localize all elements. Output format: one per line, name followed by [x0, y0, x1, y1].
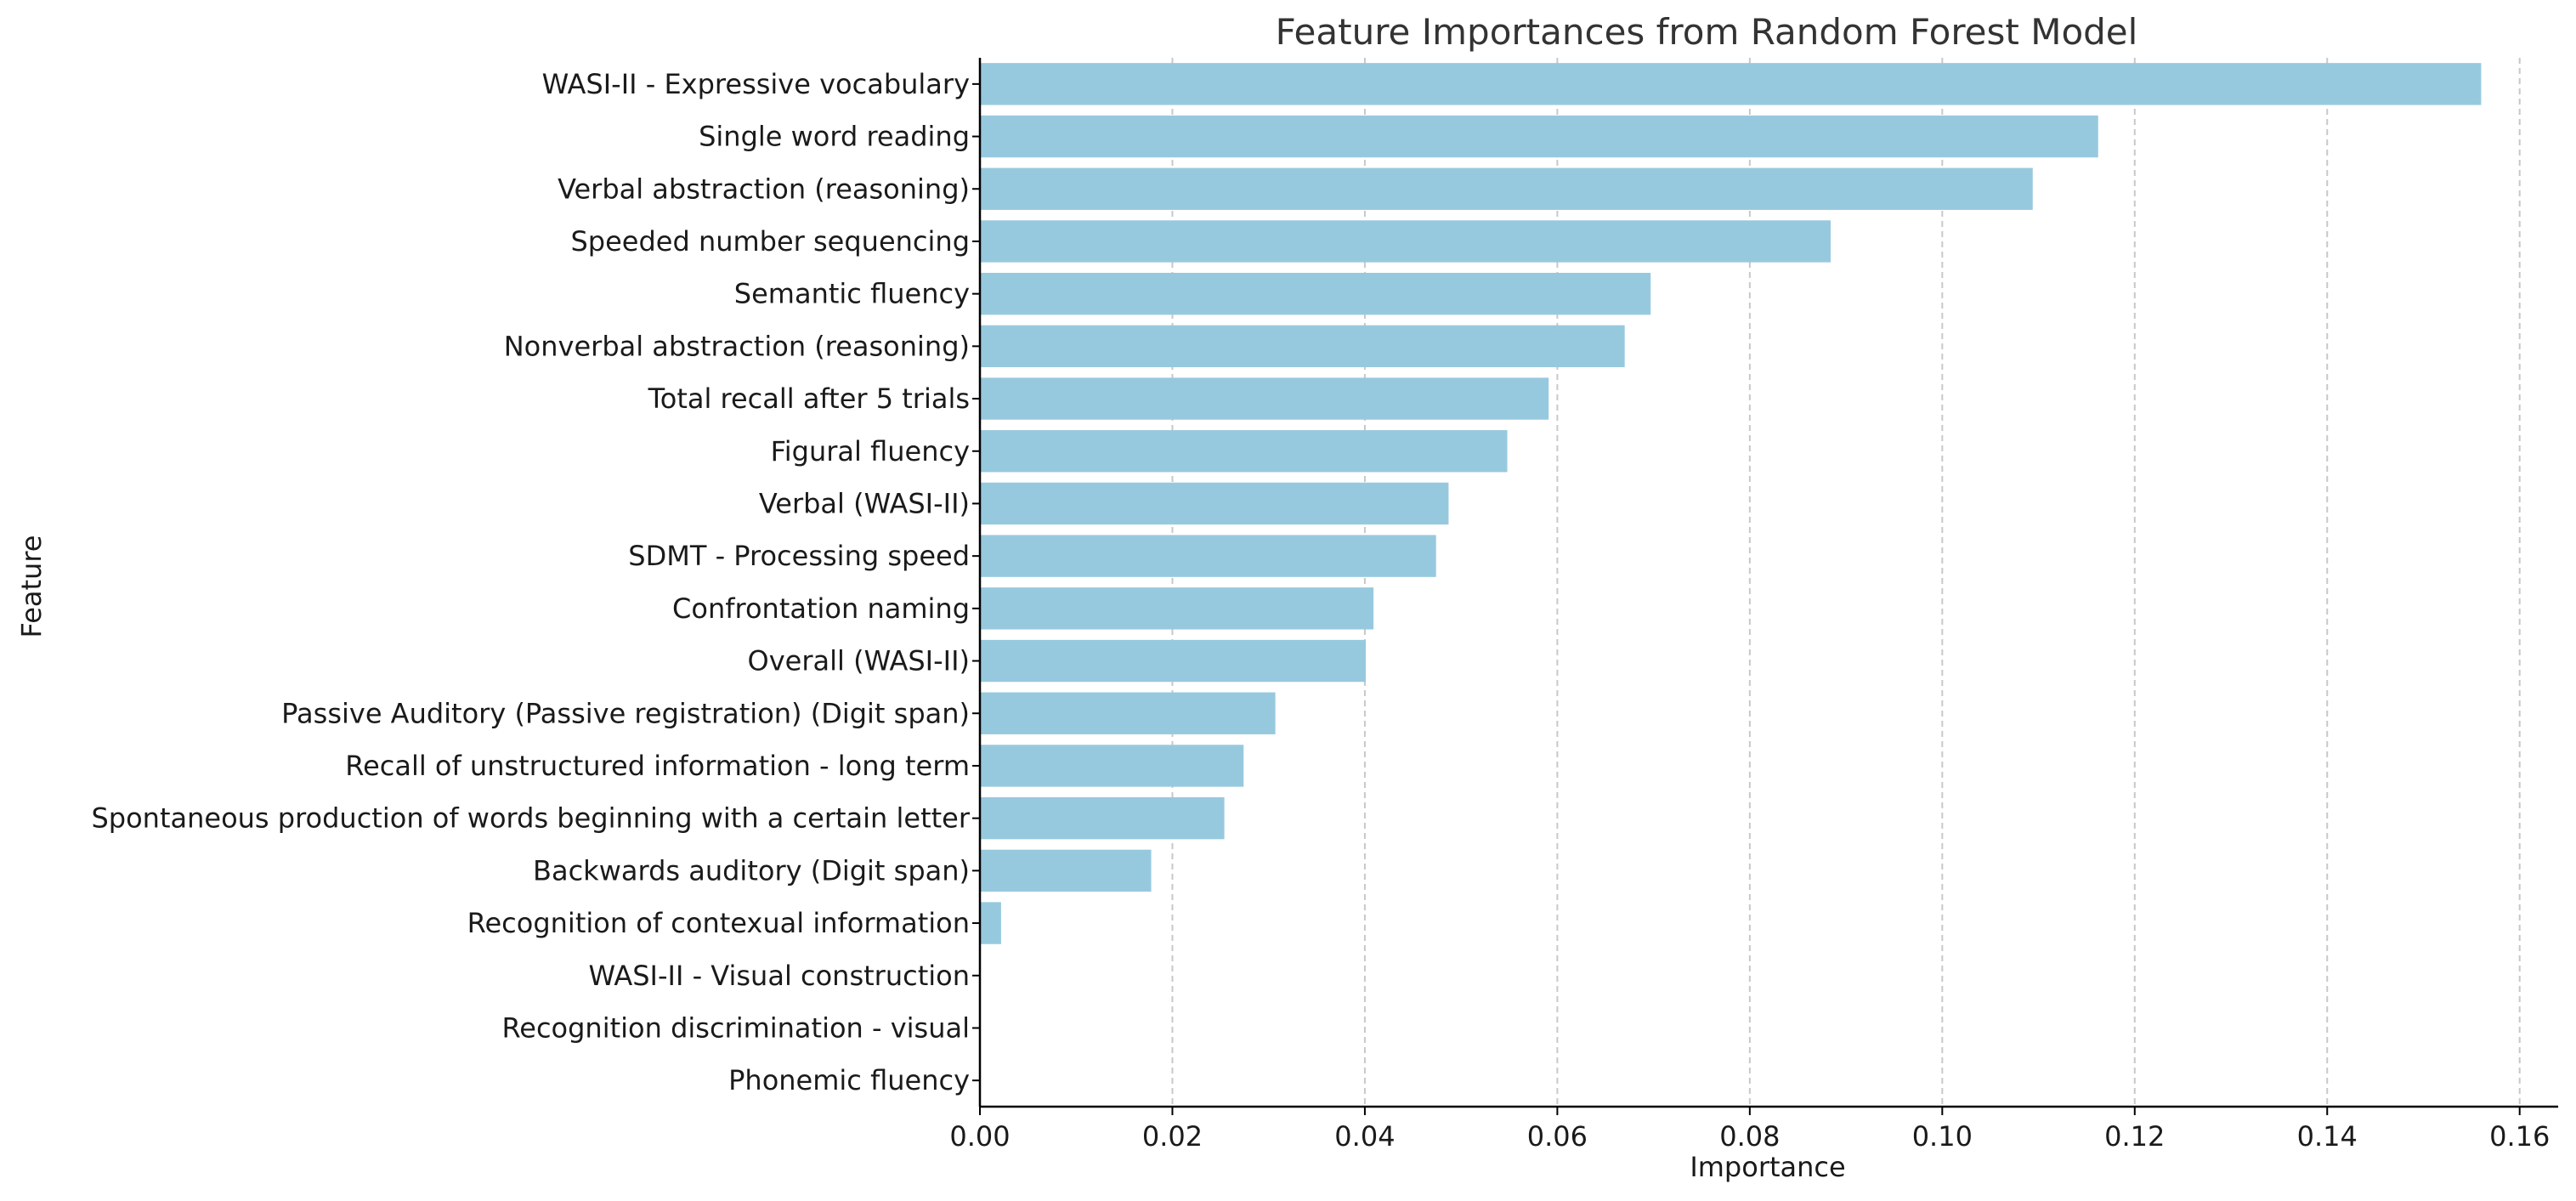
y-tick-layer: WASI-II - Expressive vocabulary Single wo…: [91, 68, 980, 1096]
axis-layer: [978, 58, 2558, 1108]
bar: [980, 535, 1436, 577]
bar: [980, 692, 1276, 734]
bar: [980, 220, 1831, 263]
x-tick-layer: 0.00 0.02 0.04 0.06 0.08 0.10 0.12 0.14 0.16: [949, 1107, 2550, 1153]
y-tick-label: Total recall after 5 trials: [648, 382, 970, 415]
y-tick-label: Single word reading: [699, 121, 970, 153]
y-tick-label: Phonemic fluency: [728, 1064, 970, 1096]
bar: [980, 272, 1651, 315]
x-tick-label: 0.02: [1142, 1120, 1203, 1153]
y-tick-label: Recall of unstructured information - lon…: [345, 750, 970, 782]
x-tick-label: 0.12: [2104, 1120, 2165, 1153]
x-tick-label: 0.10: [1912, 1120, 1973, 1153]
y-tick-label: Confrontation naming: [672, 592, 970, 625]
x-tick-label: 0.16: [2489, 1120, 2550, 1153]
bar: [980, 745, 1244, 787]
bar: [980, 796, 1225, 840]
y-tick-label: Backwards auditory (Digit span): [533, 854, 970, 887]
y-tick-label: Nonverbal abstraction (reasoning): [504, 330, 970, 362]
y-tick-label: Figural fluency: [771, 435, 970, 467]
bar: [980, 902, 1001, 944]
y-tick-label: Verbal abstraction (reasoning): [558, 173, 970, 205]
bar: [980, 482, 1449, 525]
x-axis-label: Importance: [1690, 1151, 1845, 1183]
bar: [980, 115, 2098, 158]
bar: [980, 167, 2033, 210]
bar: [980, 325, 1625, 368]
y-tick-label: Speeded number sequencing: [570, 225, 970, 258]
bar: [980, 639, 1367, 683]
bar: [980, 587, 1374, 630]
x-tick-label: 0.00: [949, 1120, 1010, 1153]
x-tick-label: 0.08: [1719, 1120, 1780, 1153]
bar: [980, 430, 1508, 473]
y-tick-label: Spontaneous production of words beginnin…: [91, 802, 970, 835]
chart-title: Feature Importances from Random Forest M…: [1276, 11, 2138, 53]
x-tick-label: 0.06: [1527, 1120, 1588, 1153]
grid-layer: [1171, 58, 2521, 1107]
bar: [980, 63, 2482, 105]
bar: [980, 377, 1549, 420]
bar: [980, 849, 1152, 892]
y-tick-label: Verbal (WASI-II): [759, 487, 970, 519]
x-tick-label: 0.04: [1334, 1120, 1395, 1153]
y-tick-label: WASI-II - Visual construction: [588, 960, 970, 992]
bar-layer: [980, 63, 2482, 944]
y-axis-label: Feature: [15, 535, 48, 638]
y-tick-label: Passive Auditory (Passive registration) …: [281, 697, 970, 729]
y-tick-label: Recognition discrimination - visual: [501, 1011, 970, 1044]
y-tick-label: WASI-II - Expressive vocabulary: [542, 68, 970, 100]
y-tick-label: SDMT - Processing speed: [628, 540, 970, 572]
x-tick-label: 0.14: [2297, 1120, 2358, 1153]
y-tick-label: Semantic fluency: [734, 278, 970, 310]
y-tick-label: Overall (WASI-II): [748, 645, 970, 677]
y-tick-label: Recognition of contexual information: [467, 907, 970, 939]
